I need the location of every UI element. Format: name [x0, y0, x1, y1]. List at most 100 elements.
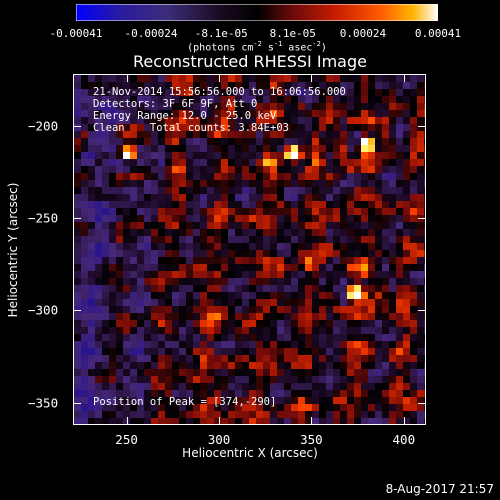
heatmap-cell	[256, 334, 263, 341]
heatmap-cell	[417, 285, 424, 292]
heatmap-cell	[270, 201, 277, 208]
heatmap-cell	[291, 215, 298, 222]
heatmap-cell	[403, 390, 410, 397]
heatmap-cell	[319, 257, 326, 264]
heatmap-cell	[312, 124, 319, 131]
heatmap-cell	[221, 166, 228, 173]
heatmap-cell	[326, 250, 333, 257]
heatmap-cell	[340, 306, 347, 313]
heatmap-cell	[102, 117, 109, 124]
heatmap-cell	[221, 341, 228, 348]
heatmap-cell	[277, 236, 284, 243]
heatmap-cell	[137, 173, 144, 180]
heatmap-cell	[263, 418, 270, 424]
heatmap-cell	[74, 124, 81, 131]
heatmap-cell	[95, 292, 102, 299]
heatmap-cell	[354, 250, 361, 257]
heatmap-cell	[270, 131, 277, 138]
heatmap-cell	[158, 257, 165, 264]
heatmap-cell	[186, 264, 193, 271]
heatmap-cell	[263, 145, 270, 152]
heatmap-cell	[130, 82, 137, 89]
heatmap-cell	[270, 124, 277, 131]
heatmap-cell	[403, 89, 410, 96]
heatmap-cell	[340, 201, 347, 208]
heatmap-cell	[179, 96, 186, 103]
heatmap-cell	[263, 390, 270, 397]
heatmap-cell	[340, 334, 347, 341]
heatmap-cell	[221, 208, 228, 215]
heatmap-cell	[291, 404, 298, 411]
heatmap-cell	[270, 418, 277, 424]
heatmap-cell	[403, 243, 410, 250]
heatmap-cell	[417, 110, 424, 117]
heatmap-cell	[270, 166, 277, 173]
heatmap-cell	[326, 194, 333, 201]
heatmap-cell	[144, 285, 151, 292]
heatmap-cell	[403, 201, 410, 208]
heatmap-cell	[130, 250, 137, 257]
heatmap-cell	[396, 334, 403, 341]
heatmap-cell	[158, 278, 165, 285]
heatmap-cell	[109, 334, 116, 341]
heatmap-cell	[242, 348, 249, 355]
heatmap-cell	[116, 75, 123, 82]
heatmap-cell	[375, 355, 382, 362]
heatmap-cell	[347, 96, 354, 103]
heatmap-cell	[305, 278, 312, 285]
heatmap-cell	[354, 292, 361, 299]
heatmap-cell	[116, 334, 123, 341]
heatmap-cell	[270, 320, 277, 327]
heatmap-cell	[116, 271, 123, 278]
heatmap-cell	[256, 138, 263, 145]
heatmap-cell	[396, 96, 403, 103]
heatmap-cell	[340, 383, 347, 390]
heatmap-cell	[137, 243, 144, 250]
heatmap-cell	[389, 180, 396, 187]
heatmap-cell	[137, 117, 144, 124]
heatmap-cell	[424, 327, 425, 334]
heatmap-cell	[200, 194, 207, 201]
heatmap-cell	[235, 222, 242, 229]
heatmap-cell	[165, 117, 172, 124]
heatmap-cell	[368, 208, 375, 215]
heatmap-cell	[298, 320, 305, 327]
heatmap-cell	[158, 327, 165, 334]
heatmap-cell	[74, 257, 81, 264]
heatmap-cell	[235, 187, 242, 194]
heatmap-cell	[228, 131, 235, 138]
heatmap-cell	[368, 229, 375, 236]
heatmap-cell	[270, 145, 277, 152]
heatmap-cell	[277, 348, 284, 355]
heatmap-cell	[361, 362, 368, 369]
heatmap-cell	[298, 194, 305, 201]
heatmap-cell	[326, 124, 333, 131]
heatmap-cell	[340, 173, 347, 180]
heatmap-cell	[410, 369, 417, 376]
heatmap-cell	[277, 341, 284, 348]
heatmap-cell	[389, 292, 396, 299]
heatmap-cell	[228, 327, 235, 334]
heatmap-cell	[417, 152, 424, 159]
heatmap-cell	[242, 131, 249, 138]
heatmap-cell	[158, 187, 165, 194]
heatmap-cell	[207, 243, 214, 250]
heatmap-cell	[144, 110, 151, 117]
heatmap-cell	[95, 201, 102, 208]
heatmap-cell	[305, 271, 312, 278]
heatmap-cell	[200, 306, 207, 313]
heatmap-cell	[249, 369, 256, 376]
heatmap-cell	[74, 376, 81, 383]
heatmap-cell	[179, 117, 186, 124]
heatmap-cell	[130, 285, 137, 292]
heatmap-cell	[193, 334, 200, 341]
heatmap-cell	[151, 271, 158, 278]
heatmap-cell	[368, 327, 375, 334]
heatmap-cell	[172, 236, 179, 243]
heatmap-cell	[165, 215, 172, 222]
heatmap-cell	[179, 159, 186, 166]
heatmap-cell	[403, 145, 410, 152]
heatmap-cell	[116, 131, 123, 138]
heatmap-cell	[270, 355, 277, 362]
heatmap-cell	[137, 418, 144, 424]
